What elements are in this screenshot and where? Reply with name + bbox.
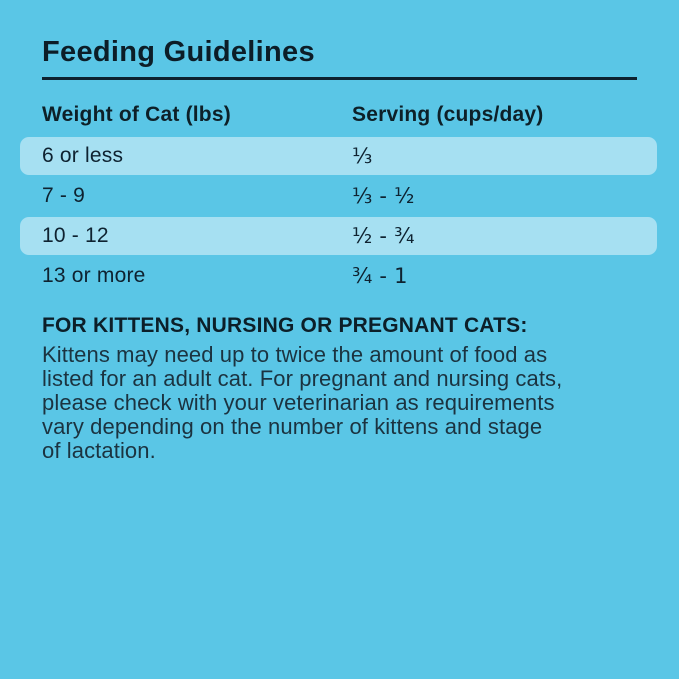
table-row: 6 or less ⅓ <box>20 137 657 175</box>
kitten-note: FOR KITTENS, NURSING OR PREGNANT CATS: K… <box>42 315 637 463</box>
title-divider <box>42 77 637 80</box>
weight-cell: 10 - 12 <box>42 224 109 247</box>
weight-cell: 6 or less <box>42 144 124 167</box>
kitten-note-heading: FOR KITTENS, NURSING OR PREGNANT CATS: <box>42 314 528 337</box>
feeding-table: 6 or less ⅓ 7 - 9 ⅓ - ½ 10 - 12 ½ - ¾ 13… <box>20 137 657 295</box>
weight-cell: 13 or more <box>42 264 146 287</box>
kitten-note-body: Kittens may need up to twice the amount … <box>42 342 563 463</box>
page-title: Feeding Guidelines <box>42 36 315 68</box>
serving-cell: ⅓ - ½ <box>352 184 415 208</box>
serving-cell: ½ - ¾ <box>352 224 415 248</box>
column-header-weight: Weight of Cat (lbs) <box>42 103 231 126</box>
table-column-headers: Weight of Cat (lbs) Serving (cups/day) <box>42 104 637 126</box>
serving-cell: ¾ - 1 <box>352 264 408 288</box>
panel-content: Feeding Guidelines Weight of Cat (lbs) S… <box>20 36 657 463</box>
table-row: 10 - 12 ½ - ¾ <box>20 217 657 255</box>
column-header-serving: Serving (cups/day) <box>352 103 544 126</box>
serving-cell: ⅓ <box>352 144 373 168</box>
table-row: 13 or more ¾ - 1 <box>20 257 657 295</box>
table-row: 7 - 9 ⅓ - ½ <box>20 177 657 215</box>
weight-cell: 7 - 9 <box>42 184 86 207</box>
